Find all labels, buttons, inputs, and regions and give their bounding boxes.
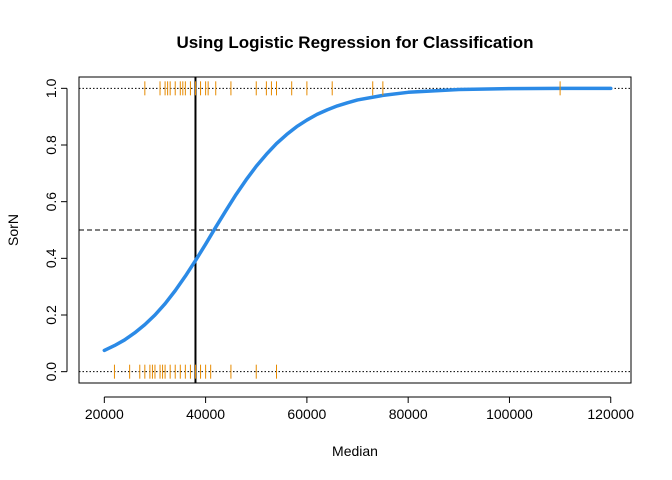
x-tick-label-3: 80000 [389, 406, 428, 422]
logistic-curve [102, 86, 613, 353]
x-axis: 20000 40000 60000 80000 100000 120000 [85, 396, 634, 422]
chart-title: Using Logistic Regression for Classifica… [176, 33, 533, 52]
y-tick-label-5: 1.0 [43, 78, 59, 98]
y-tick-label-2: 0.4 [43, 248, 59, 268]
y-tick-label-0: 0.0 [43, 362, 59, 382]
y-tick-label-1: 0.2 [43, 305, 59, 325]
y-tick-label-3: 0.6 [43, 192, 59, 212]
x-tick-label-4: 100000 [486, 406, 533, 422]
y-axis: 0.0 0.2 0.4 0.6 0.8 1.0 [43, 78, 68, 382]
plot-frame [78, 76, 632, 384]
x-axis-label: Median [332, 443, 378, 459]
x-tick-label-1: 40000 [186, 406, 225, 422]
x-tick-label-5: 120000 [587, 406, 634, 422]
y-axis-label: SorN [5, 214, 21, 246]
x-tick-label-0: 20000 [85, 406, 124, 422]
x-tick-label-2: 60000 [287, 406, 326, 422]
plot-area [79, 77, 631, 383]
y-tick-label-4: 0.8 [43, 135, 59, 155]
